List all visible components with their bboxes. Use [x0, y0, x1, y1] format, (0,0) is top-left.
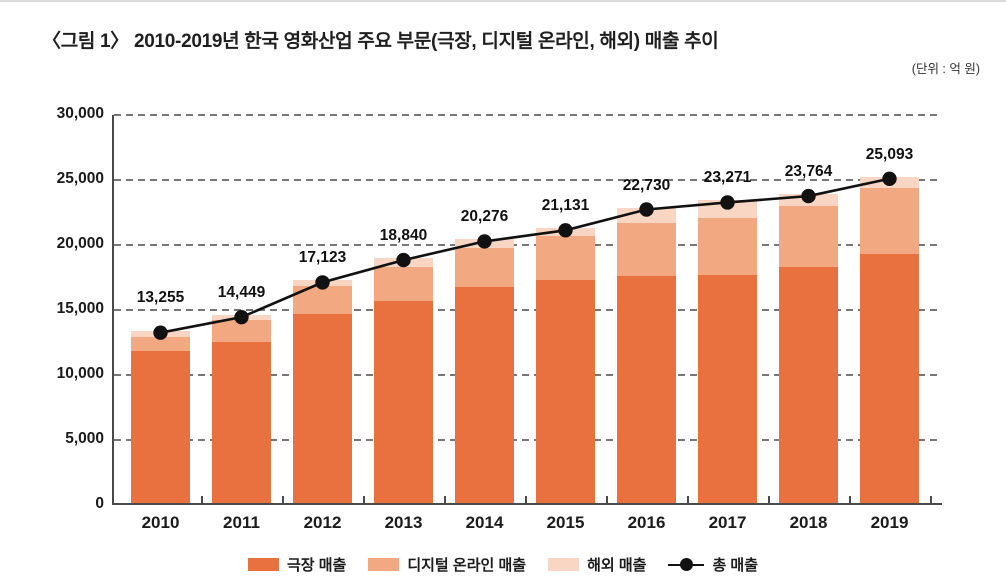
bar-segment-digital-online [698, 217, 757, 275]
legend-item: 해외 매출 [548, 554, 646, 575]
bar-segment-theater [374, 301, 433, 503]
x-axis-label: 2019 [870, 513, 909, 532]
y-axis-line [112, 115, 114, 505]
legend-swatch [548, 558, 580, 571]
x-axis-tick [201, 496, 203, 503]
bar-segment-digital-online [212, 320, 271, 343]
total-point-marker [234, 309, 249, 325]
y-axis-label: 5,000 [65, 430, 104, 447]
chart-legend: 극장 매출 디지털 온라인 매출 해외 매출 총 매출 [0, 554, 1006, 575]
x-axis-label: 2011 [223, 513, 260, 532]
x-axis-tick [849, 496, 851, 503]
x-axis-label: 2018 [789, 513, 828, 532]
gridline [114, 114, 940, 116]
total-value-label: 14,449 [217, 284, 266, 302]
total-point-marker [720, 195, 735, 210]
total-point-marker [558, 223, 573, 238]
total-point-marker [396, 252, 411, 268]
bar-segment-theater [536, 280, 595, 503]
legend-label: 극장 매출 [286, 557, 347, 574]
y-axis-label: 30,000 [56, 105, 104, 122]
bar-segment-theater [860, 254, 919, 503]
x-axis-label: 2013 [384, 513, 423, 532]
bar-segment-theater [212, 342, 271, 503]
legend-item: 극장 매출 [247, 554, 347, 575]
x-axis-label: 2016 [627, 513, 666, 532]
legend-label: 디지털 온라인 매출 [407, 557, 527, 574]
x-axis-tick [687, 496, 689, 503]
bar-segment-digital-online [455, 248, 514, 287]
bar-segment-theater [698, 274, 757, 503]
gridline [114, 374, 940, 376]
x-axis-label: 2017 [708, 513, 747, 532]
total-value-label: 22,730 [622, 176, 671, 194]
legend-label: 총 매출 [712, 557, 759, 574]
y-axis-label: 0 [95, 495, 104, 512]
x-axis-tick [282, 496, 284, 503]
total-revenue-line [153, 171, 897, 340]
unit-label: (단위 : 억 원) [911, 62, 980, 76]
bar-segment-digital-online [131, 336, 190, 352]
x-axis-label: 2010 [141, 513, 180, 532]
legend-item: 디지털 온라인 매출 [368, 554, 526, 575]
total-point-marker [882, 171, 897, 186]
x-axis-tick [444, 496, 446, 503]
x-axis-tick [768, 496, 770, 503]
legend-item: 총 매출 [668, 554, 758, 575]
total-point-marker [153, 325, 168, 340]
total-point-marker [639, 202, 654, 217]
bar-segment-digital-online [374, 266, 433, 302]
figure-title: 〈그림 1〉 2010-2019년 한국 영화산업 주요 부문(극장, 디지털 … [42, 31, 719, 52]
legend-label: 해외 매출 [587, 557, 647, 574]
total-point-marker [315, 275, 330, 290]
y-axis-label: 20,000 [56, 235, 104, 252]
total-value-label: 18,840 [379, 227, 428, 245]
gridline [114, 244, 940, 246]
bar-segment-theater [293, 313, 352, 503]
gridline [114, 439, 940, 441]
plot-area: 13,255 14,449 17,123 18,840 20,276 21,131 22,7… [112, 114, 942, 505]
x-axis-tick [363, 496, 365, 503]
x-axis-tick [930, 496, 932, 503]
bar-segment-theater [131, 351, 190, 503]
total-value-label: 21,131 [541, 197, 590, 215]
total-value-label: 23,764 [784, 163, 833, 181]
legend-swatch [247, 558, 279, 571]
total-point-marker [801, 188, 816, 204]
legend-line-marker [668, 558, 705, 572]
x-axis-label: 2015 [546, 513, 585, 532]
bar-segment-digital-online [860, 187, 919, 255]
y-axis-label: 25,000 [56, 170, 104, 187]
total-point-marker [477, 234, 492, 249]
bar-segment-digital-online [536, 236, 595, 280]
total-value-label: 13,255 [136, 288, 185, 306]
x-axis-line [112, 503, 942, 505]
total-value-label: 23,271 [703, 169, 752, 187]
x-axis-tick [606, 496, 608, 503]
bar-segment-theater [617, 276, 676, 503]
y-axis-label: 15,000 [56, 300, 104, 317]
gridline [114, 309, 940, 311]
x-axis-tick [525, 496, 527, 503]
y-axis-label: 10,000 [56, 365, 104, 382]
total-value-label: 25,093 [865, 145, 914, 163]
bar-segment-theater [779, 267, 838, 503]
x-axis-label: 2012 [303, 513, 342, 532]
legend-swatch [368, 558, 400, 571]
gridline [114, 179, 940, 181]
total-value-label: 20,276 [460, 208, 509, 226]
bar-segment-digital-online [617, 222, 676, 277]
bar-segment-digital-online [779, 205, 838, 268]
bar-segment-theater [455, 286, 514, 503]
x-axis-label: 2014 [465, 513, 504, 532]
total-value-label: 17,123 [298, 249, 347, 267]
